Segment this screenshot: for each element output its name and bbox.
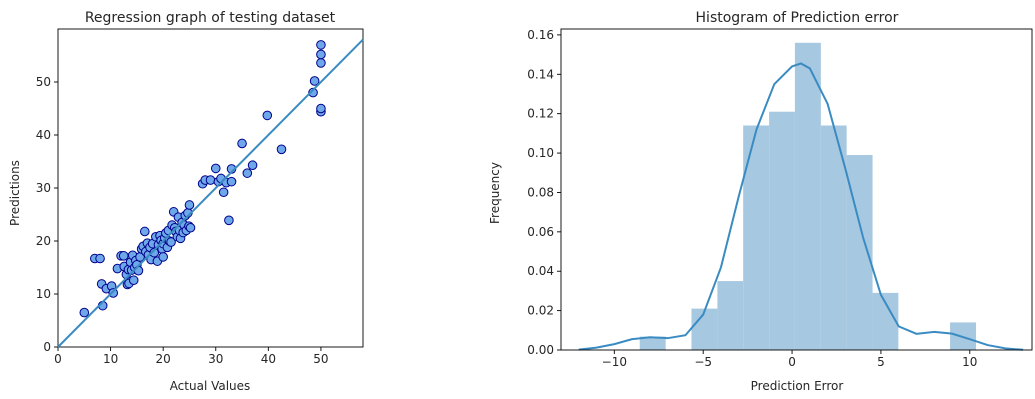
scatter-y-tick-label: 10 [36,287,51,301]
scatter-chart: Regression graph of testing dataset 0 10 2… [8,10,364,393]
histogram-y-tick-label: 0.04 [527,264,554,278]
scatter-y-tick-label: 40 [36,128,51,142]
scatter-y-axis-label: Predictions [8,160,22,226]
histogram-bar [743,125,770,350]
scatter-point [184,200,195,210]
scatter-point [276,144,287,155]
histogram-axes-frame [560,28,1033,351]
histogram-bar [639,336,666,350]
histogram-bar [794,42,821,350]
histogram-y-tick-label: 0.14 [527,67,554,81]
scatter-y-tick-label: 30 [36,181,51,195]
scatter-y-tick-label: 50 [36,75,51,89]
histogram-x-tick-label: 0 [788,355,796,369]
histogram-y-tick-label: 0.16 [527,28,554,42]
histogram-x-tick-label: 10 [962,355,977,369]
scatter-point [308,87,318,98]
scatter-plot-area: 0 10 20 30 40 50 0 10 20 30 40 50 [36,28,364,366]
scatter-title: Regression graph of testing dataset [85,10,336,26]
scatter-point [237,138,247,149]
scatter-point [118,251,129,261]
scatter-point [309,76,320,86]
histogram-x-tick-label: 5 [877,355,885,369]
scatter-point [158,252,168,262]
scatter-regression-line [57,38,364,348]
histogram-kde-curve [578,62,1024,351]
scatter-x-tick-label: 0 [54,352,62,366]
scatter-point [224,215,234,226]
scatter-point [316,103,326,114]
histogram-x-tick-label: −10 [602,355,627,369]
histogram-y-tick-label: 0.12 [527,107,554,121]
scatter-point [316,58,326,68]
scatter-point [218,187,229,198]
scatter-point [149,247,160,258]
scatter-y-tick-label: 20 [36,234,51,248]
scatter-point [262,110,273,121]
scatter-point [242,168,253,178]
scatter-point [95,253,105,264]
scatter-point [139,226,150,237]
scatter-point [226,176,237,187]
scatter-x-tick-label: 50 [313,352,328,366]
scatter-point [316,40,326,50]
histogram-y-tick-label: 0.00 [527,343,554,357]
scatter-x-tick-label: 20 [156,352,171,366]
histogram-y-axis-label: Frequency [488,162,502,224]
histogram-chart: Histogram of Prediction error −10 −5 0 5 10 0… [488,10,1033,393]
scatter-y-tick-label: 0 [43,340,51,354]
scatter-x-tick-label: 30 [208,352,223,366]
histogram-x-tick-label: −5 [694,355,712,369]
scatter-point [205,175,216,185]
histogram-plot-area: −10 −5 0 5 10 0.00 0.02 0.04 0.06 0.08 0.10 0.12 0.1… [527,28,1033,369]
histogram-bar [769,111,795,350]
histogram-bar [691,308,718,350]
histogram-title: Histogram of Prediction error [696,10,899,26]
histogram-y-tick-label: 0.06 [527,225,554,239]
scatter-point [210,163,221,174]
scatter-point [185,222,196,233]
scatter-point [79,307,90,318]
scatter-axes-frame [57,28,364,348]
histogram-y-tick-label: 0.08 [527,185,554,199]
scatter-point [128,275,139,286]
histogram-y-tick-label: 0.10 [527,146,554,160]
histogram-x-axis-label: Prediction Error [751,379,844,393]
scatter-x-tick-label: 40 [261,352,276,366]
scatter-x-axis-label: Actual Values [170,379,251,393]
histogram-bar [820,125,847,350]
scatter-point [166,237,176,247]
scatter-point [316,49,326,60]
scatter-x-tick-label: 10 [103,352,118,366]
histogram-bar [717,281,744,350]
histogram-y-tick-label: 0.02 [527,304,554,318]
scatter-point [108,288,119,298]
scatter-point [247,160,258,171]
